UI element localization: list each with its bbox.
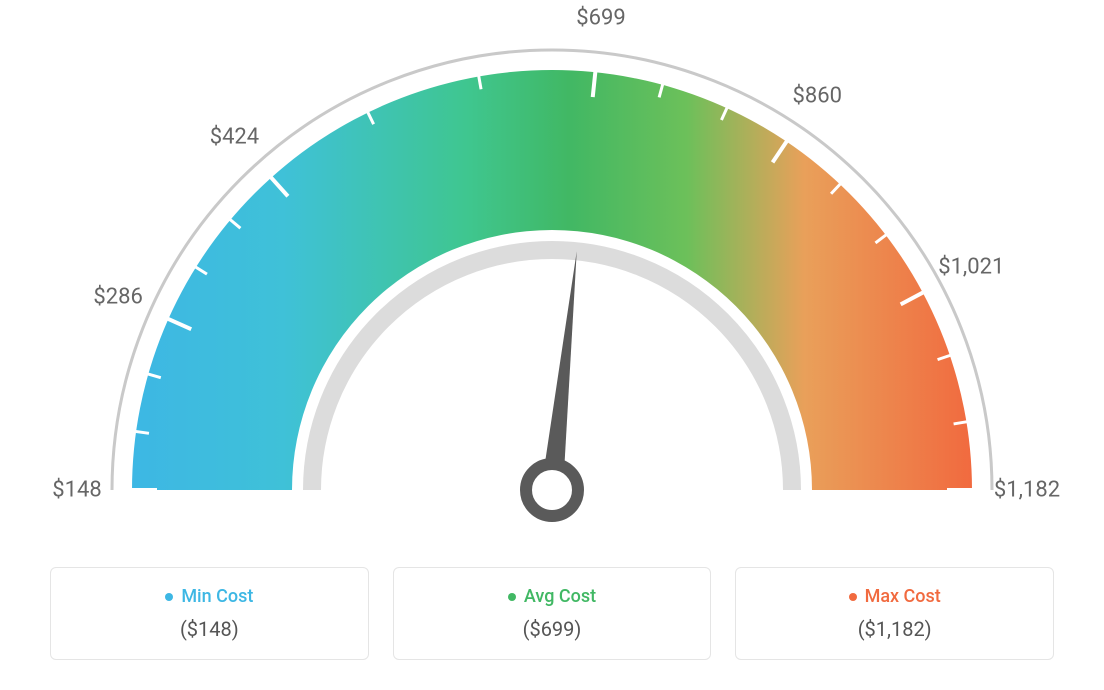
dot-icon — [849, 593, 857, 601]
legend-avg-text: Avg Cost — [524, 586, 596, 607]
legend: Min Cost ($148) Avg Cost ($699) Max Cost… — [50, 567, 1054, 660]
legend-max-value: ($1,182) — [748, 617, 1041, 641]
gauge-tick-label: $1,021 — [938, 254, 1004, 279]
legend-min-text: Min Cost — [181, 586, 253, 607]
legend-min-label: Min Cost — [63, 586, 356, 607]
gauge-tick-label: $699 — [576, 5, 625, 30]
dot-icon — [165, 593, 173, 601]
gauge-tick-label: $1,182 — [994, 478, 1060, 503]
gauge-tick-label: $424 — [210, 124, 259, 149]
gauge-tick-label: $860 — [793, 83, 842, 108]
legend-min: Min Cost ($148) — [50, 567, 369, 660]
legend-avg-label: Avg Cost — [406, 586, 699, 607]
gauge-chart: $148 $286 $424 $699 $860 $1,021 $1,182 — [0, 0, 1104, 570]
legend-min-value: ($148) — [63, 617, 356, 641]
legend-avg: Avg Cost ($699) — [393, 567, 712, 660]
gauge-tick-label: $148 — [52, 478, 101, 503]
legend-max-label: Max Cost — [748, 586, 1041, 607]
gauge-tick-label: $286 — [93, 284, 142, 309]
legend-max: Max Cost ($1,182) — [735, 567, 1054, 660]
legend-max-text: Max Cost — [865, 586, 941, 607]
gauge-svg — [0, 0, 1104, 570]
legend-avg-value: ($699) — [406, 617, 699, 641]
dot-icon — [508, 593, 516, 601]
